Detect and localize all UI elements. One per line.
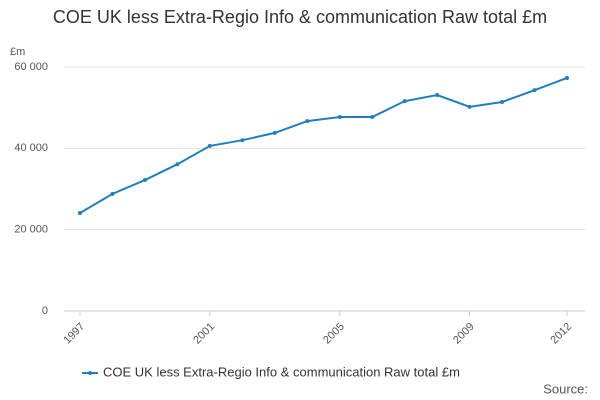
point (337, 115, 342, 120)
point (500, 99, 505, 104)
legend-label: COE UK less Extra-Regio Info & communica… (103, 364, 460, 379)
point (370, 115, 375, 120)
series-line (79, 77, 568, 214)
point (240, 138, 245, 143)
x-tick-label: 2009 (451, 321, 477, 347)
x-tick-label: 2012 (548, 321, 574, 347)
y-unit: £m (10, 46, 25, 58)
point (142, 178, 147, 183)
point (565, 75, 569, 80)
chart-title: COE UK less Extra-Regio Info & communica… (52, 7, 548, 27)
point (467, 104, 472, 109)
x-tick-label: 1997 (61, 321, 87, 347)
y-tick-label: 0 (42, 305, 48, 317)
point (435, 93, 440, 98)
point (402, 99, 407, 104)
x-tick-label: 2005 (321, 321, 347, 347)
y-tick-label: 20 000 (14, 224, 48, 236)
point (207, 143, 212, 148)
point (110, 191, 115, 196)
point (78, 210, 82, 215)
y-tick-label: 40 000 (14, 142, 48, 154)
x-tick-label: 2001 (191, 321, 217, 347)
point (532, 88, 537, 93)
source: Source: (543, 381, 588, 396)
point (305, 119, 310, 124)
point (272, 130, 277, 135)
point (175, 162, 180, 167)
legend-marker (88, 371, 92, 375)
y-tick-label: 60 000 (14, 61, 48, 73)
